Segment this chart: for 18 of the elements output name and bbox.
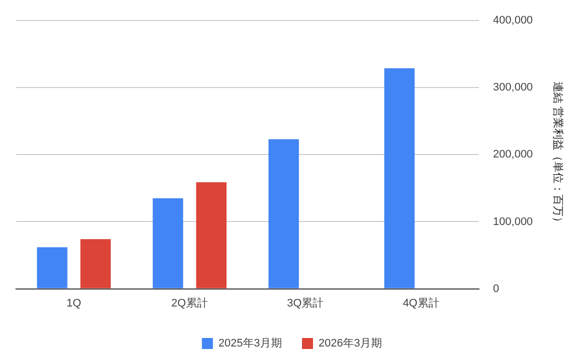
x-tick-label: 3Q累計 <box>287 296 324 310</box>
x-tick-label: 1Q <box>66 297 82 310</box>
y-tick-label: 100,000 <box>493 216 533 228</box>
legend-label: 2025年3月期 <box>218 338 282 350</box>
y-tick-label: 300,000 <box>493 82 533 94</box>
bar <box>196 182 227 288</box>
y-tick-label: 400,000 <box>493 14 533 27</box>
legend-label: 2026年3月期 <box>318 338 382 350</box>
y-axis-title: 連結 営業利益（単位：百万） <box>551 82 564 228</box>
bar <box>268 139 299 288</box>
bar <box>152 198 184 288</box>
bar <box>80 239 111 288</box>
x-tick-label: 2Q累計 <box>171 296 208 310</box>
y-tick-label: 0 <box>493 282 500 295</box>
y-tick-label: 200,000 <box>493 148 533 161</box>
bar <box>36 247 68 288</box>
bar <box>384 68 415 288</box>
x-tick-label: 4Q累計 <box>402 296 440 310</box>
